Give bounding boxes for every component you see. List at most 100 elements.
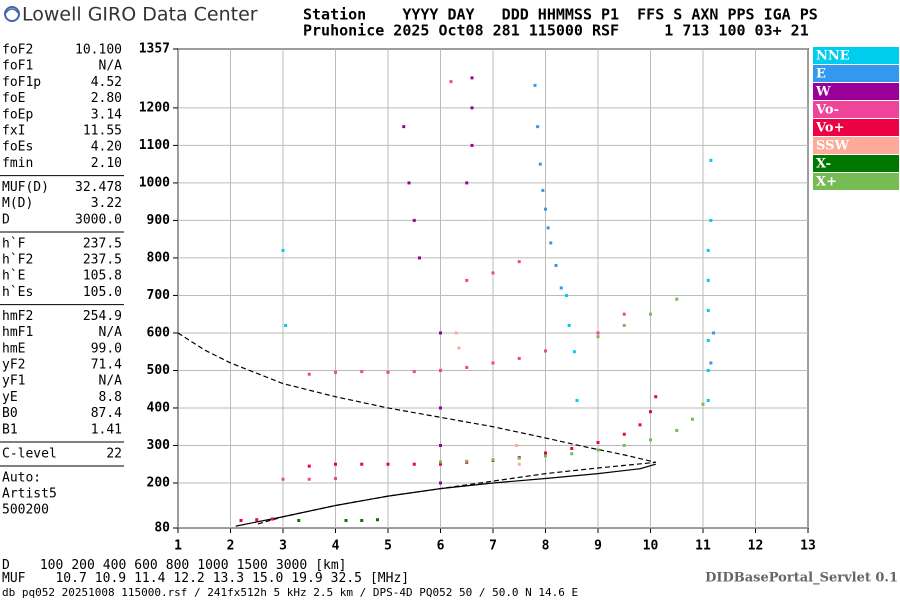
echo-point xyxy=(465,181,469,185)
echo-point xyxy=(439,406,442,410)
y-tick-label: 80 xyxy=(154,521,170,536)
param-value: 105.0 xyxy=(83,285,122,300)
echo-point xyxy=(465,459,469,463)
d-value: 200 xyxy=(71,558,94,573)
echo-point xyxy=(706,308,710,312)
echo-point xyxy=(517,456,521,460)
param-label: foF2 xyxy=(2,43,33,58)
echo-point xyxy=(517,462,521,466)
echo-point xyxy=(622,312,626,316)
echo-point xyxy=(675,428,679,432)
param-label: foF1 xyxy=(2,59,33,74)
echo-point xyxy=(709,218,713,222)
param-label: B0 xyxy=(2,406,18,421)
echo-point xyxy=(491,361,495,365)
param-label: C-level xyxy=(2,446,57,461)
legend-label: W xyxy=(815,85,831,100)
echo-point xyxy=(596,440,600,444)
echo-point xyxy=(465,278,469,282)
echo-point xyxy=(439,460,442,464)
param-label: foE xyxy=(2,91,25,106)
param-value: 71.4 xyxy=(91,358,122,373)
echo-point xyxy=(544,207,547,211)
x-tick-label: 8 xyxy=(542,539,550,554)
echo-point xyxy=(706,338,710,342)
echo-point xyxy=(546,226,550,230)
muf-value: 15.0 xyxy=(252,571,283,586)
echo-point xyxy=(334,462,337,466)
echo-point xyxy=(691,417,694,421)
muf-value: 11.4 xyxy=(134,571,165,586)
echo-point xyxy=(334,370,337,374)
legend-swatch xyxy=(813,137,899,154)
echo-point xyxy=(457,346,461,350)
echo-point xyxy=(549,241,553,245)
x-tick-label: 11 xyxy=(695,539,711,554)
legend-label: X+ xyxy=(816,175,837,190)
legend-label: E xyxy=(816,67,826,82)
x-tick-label: 6 xyxy=(437,539,445,554)
echo-point xyxy=(596,448,600,452)
param-label: B1 xyxy=(2,422,18,437)
echo-point xyxy=(649,410,652,414)
legend-swatch xyxy=(813,101,899,118)
legend-label: Vo+ xyxy=(815,121,844,136)
d-value: 1000 xyxy=(197,558,228,573)
echo-point xyxy=(412,462,416,466)
echo-point xyxy=(307,464,311,468)
x-tick-label: 12 xyxy=(748,539,764,554)
param-label: fxI xyxy=(2,124,25,139)
y-tick-label: 1357 xyxy=(139,42,170,57)
param-label: h`F2 xyxy=(2,253,33,268)
param-value: 8.8 xyxy=(99,390,122,405)
muf-unit: [MHz] xyxy=(370,571,409,586)
legend-swatch xyxy=(813,173,899,190)
muf-value: 10.9 xyxy=(95,571,126,586)
echo-point xyxy=(706,248,710,252)
echo-point xyxy=(649,312,652,316)
echo-point xyxy=(360,518,364,522)
muf-value: 10.7 xyxy=(55,571,86,586)
param-label: MUF(D) xyxy=(2,180,49,195)
legend-swatch xyxy=(813,47,899,64)
y-tick-label: 300 xyxy=(147,438,171,453)
echo-point xyxy=(544,451,547,455)
legend-label: Vo- xyxy=(815,103,839,118)
param-value: 3000.0 xyxy=(75,212,122,227)
echo-point xyxy=(622,443,626,447)
echo-point xyxy=(572,350,576,354)
echo-point xyxy=(559,286,563,290)
echo-point xyxy=(470,106,474,110)
echo-point xyxy=(554,263,558,267)
note: 500200 xyxy=(2,503,49,518)
y-tick-label: 1000 xyxy=(139,175,170,190)
param-value: N/A xyxy=(99,374,123,389)
param-label: h`E xyxy=(2,269,25,284)
echo-point xyxy=(454,331,458,335)
param-value: N/A xyxy=(99,325,123,340)
echo-point xyxy=(649,438,652,442)
echo-point xyxy=(570,446,574,450)
echo-point xyxy=(271,517,274,521)
echo-point xyxy=(575,398,579,402)
param-value: 4.20 xyxy=(91,140,122,155)
x-tick-label: 4 xyxy=(332,539,340,554)
echo-point xyxy=(307,372,311,376)
echo-point xyxy=(596,331,600,335)
param-value: 32.478 xyxy=(75,180,122,195)
echo-point xyxy=(360,462,364,466)
param-value: 10.100 xyxy=(75,43,122,58)
param-label: yE xyxy=(2,390,18,405)
echo-point xyxy=(281,477,285,481)
echo-point xyxy=(706,368,710,372)
param-label: yF2 xyxy=(2,358,25,373)
param-value: 22 xyxy=(106,446,122,461)
echo-point xyxy=(465,365,469,369)
echo-point xyxy=(712,331,715,335)
echo-point xyxy=(570,452,574,456)
param-value: 1.41 xyxy=(91,422,122,437)
echo-point xyxy=(544,454,547,458)
note: Auto: xyxy=(2,470,41,485)
echo-point xyxy=(701,402,705,406)
param-value: N/A xyxy=(99,59,123,74)
